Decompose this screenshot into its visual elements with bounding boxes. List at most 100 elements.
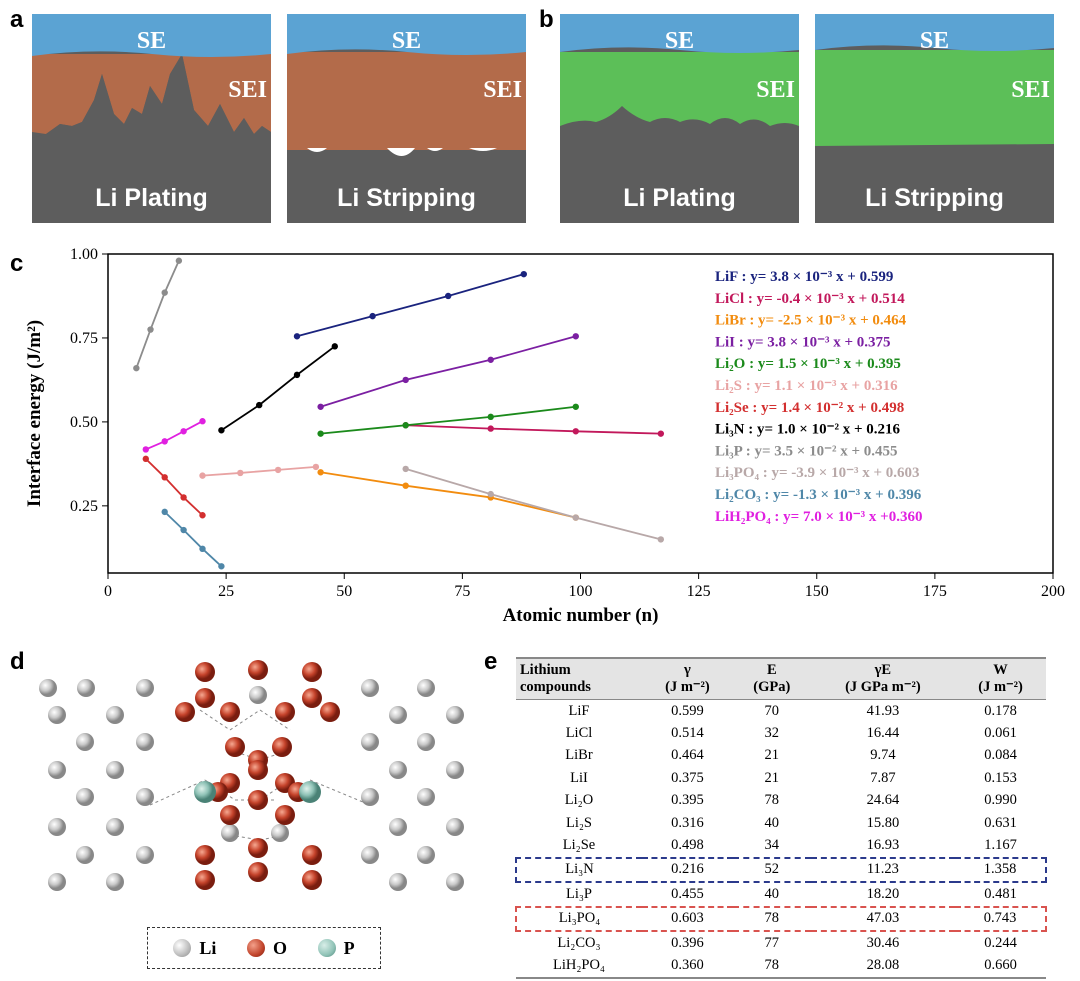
data-point-li2s (312, 463, 320, 471)
sei-label: SEI (1011, 77, 1050, 103)
cell-name: LiH₂PO₄ (552, 956, 605, 973)
cell-gE: 16.44 (866, 725, 900, 742)
legend-equation-li3po4: Li₃PO₄ : y= -3.9 × 10⁻³ x + 0.603 (715, 465, 920, 481)
o-atom (248, 760, 268, 780)
data-point-li2s (237, 469, 244, 477)
li-label: Li Plating (95, 184, 208, 212)
cell-gE: 28.08 (866, 956, 900, 973)
li-atom (136, 679, 154, 697)
cell-gamma: 0.455 (671, 885, 704, 902)
panel-label-a: a (10, 6, 24, 33)
cell-name: Li₃N (515, 856, 642, 884)
panel-label-b: b (539, 6, 554, 33)
cell-gamma: 0.375 (671, 769, 704, 786)
li-atom (389, 873, 407, 891)
li-atom (446, 761, 464, 779)
table-row: Li₂S 0.316 40 15.80 0.631 (516, 812, 1046, 834)
o-atom (195, 845, 215, 865)
li-atom (446, 873, 464, 891)
table-row: LiF 0.599 70 41.93 0.178 (516, 700, 1046, 723)
o-atom (195, 662, 215, 682)
cell-E: 21 (764, 747, 780, 764)
o-atom-icon (247, 939, 265, 957)
data-point-li2co3 (161, 508, 168, 516)
table-row: LiBr 0.464 21 9.74 0.084 (516, 745, 1046, 767)
series-line-li3n (220, 345, 336, 432)
cell-W: 0.481 (984, 885, 1017, 902)
data-point-li3n (256, 401, 263, 409)
li-atom (76, 788, 94, 806)
data-point-lii (317, 403, 324, 410)
panel-label-c: c (10, 250, 24, 277)
data-point-li3n (331, 343, 338, 350)
cell-gE: 16.93 (866, 837, 900, 854)
li-atom (77, 679, 95, 697)
plating-illustration (32, 14, 271, 223)
cell-gE: 18.20 (866, 885, 900, 902)
legend-equation-li2co3: Li₂CO₃ : y= -1.3 × 10⁻³ x + 0.396 (715, 487, 922, 503)
o-atom (195, 688, 215, 708)
plot-frame (107, 253, 1054, 574)
sei-layer (287, 52, 526, 150)
li-atom (221, 824, 239, 842)
cell-W: 0.084 (984, 747, 1017, 764)
cell-name: Li₂Se (562, 837, 596, 854)
li-atom (361, 788, 379, 806)
cell-W: 0.153 (984, 769, 1017, 786)
sei-layer (32, 54, 271, 134)
cell-W: 0.990 (984, 792, 1017, 809)
bond-line (229, 709, 261, 731)
cell-E: 78 (764, 956, 780, 973)
legend-equation-lih2po4: LiH₂PO₄ : y= 7.0 × 10⁻³ x +0.360 (715, 509, 922, 525)
o-atom (195, 870, 215, 890)
cell-gamma: 0.514 (671, 725, 704, 742)
cell-W: 0.178 (984, 702, 1017, 719)
header-e: E (GPa) (732, 658, 811, 700)
cell-gE: 11.23 (810, 856, 956, 884)
data-point-lii (487, 356, 494, 363)
data-point-lih2po4 (180, 428, 187, 435)
cell-name: Li₃P (565, 885, 592, 902)
o-atom (275, 805, 295, 825)
p-atom-icon (317, 939, 336, 957)
li-atom (136, 788, 154, 806)
li-atom (48, 706, 66, 724)
cell-name: Li₂CO₃ (557, 934, 601, 951)
cell-W: 1.167 (984, 837, 1017, 854)
y-tick-label: 0.75 (70, 330, 98, 347)
o-atom (302, 662, 322, 682)
series-line-li3po4 (405, 468, 662, 541)
data-point-licl (657, 430, 665, 437)
o-atom (175, 702, 195, 722)
li-atom (389, 706, 407, 724)
li-atom (271, 824, 289, 842)
li-atom (361, 733, 379, 751)
header-gamma: γ (J m⁻²) (642, 658, 733, 700)
li-atom (76, 846, 94, 864)
data-point-li3p (161, 289, 168, 296)
sei-layer (815, 50, 1054, 146)
li-atom (48, 818, 66, 836)
panel-label-d: d (10, 648, 25, 675)
cell-gamma: 0.216 (642, 856, 733, 884)
data-point-lif (445, 292, 452, 300)
header-compounds: Lithium compounds (516, 658, 642, 700)
sei-label: SEI (228, 77, 267, 103)
legend-equation-li2s: Li₂S : y= 1.1 × 10⁻³ x + 0.316 (715, 378, 898, 394)
cell-W: 0.061 (984, 725, 1017, 742)
legend-equation-li3p: Li₃P : y= 3.5 × 10⁻² x + 0.455 (715, 443, 898, 459)
cell-E: 21 (764, 769, 780, 786)
data-point-li3p (147, 326, 154, 333)
cell-gE: 41.93 (866, 702, 900, 719)
y-axis-label: Interface energy (J/m²) (24, 320, 45, 507)
li-atom (106, 706, 124, 724)
cell-gamma: 0.498 (671, 837, 704, 854)
table-row: Li₂O 0.395 78 24.64 0.990 (516, 790, 1046, 812)
li-atom (48, 761, 66, 779)
cell-W: 0.660 (984, 956, 1017, 973)
data-point-li2co3 (218, 563, 225, 570)
data-point-li3po4 (657, 536, 665, 543)
y-tick-label: 0.50 (70, 414, 98, 431)
data-point-li2se (180, 494, 187, 501)
li-atom (417, 679, 435, 697)
